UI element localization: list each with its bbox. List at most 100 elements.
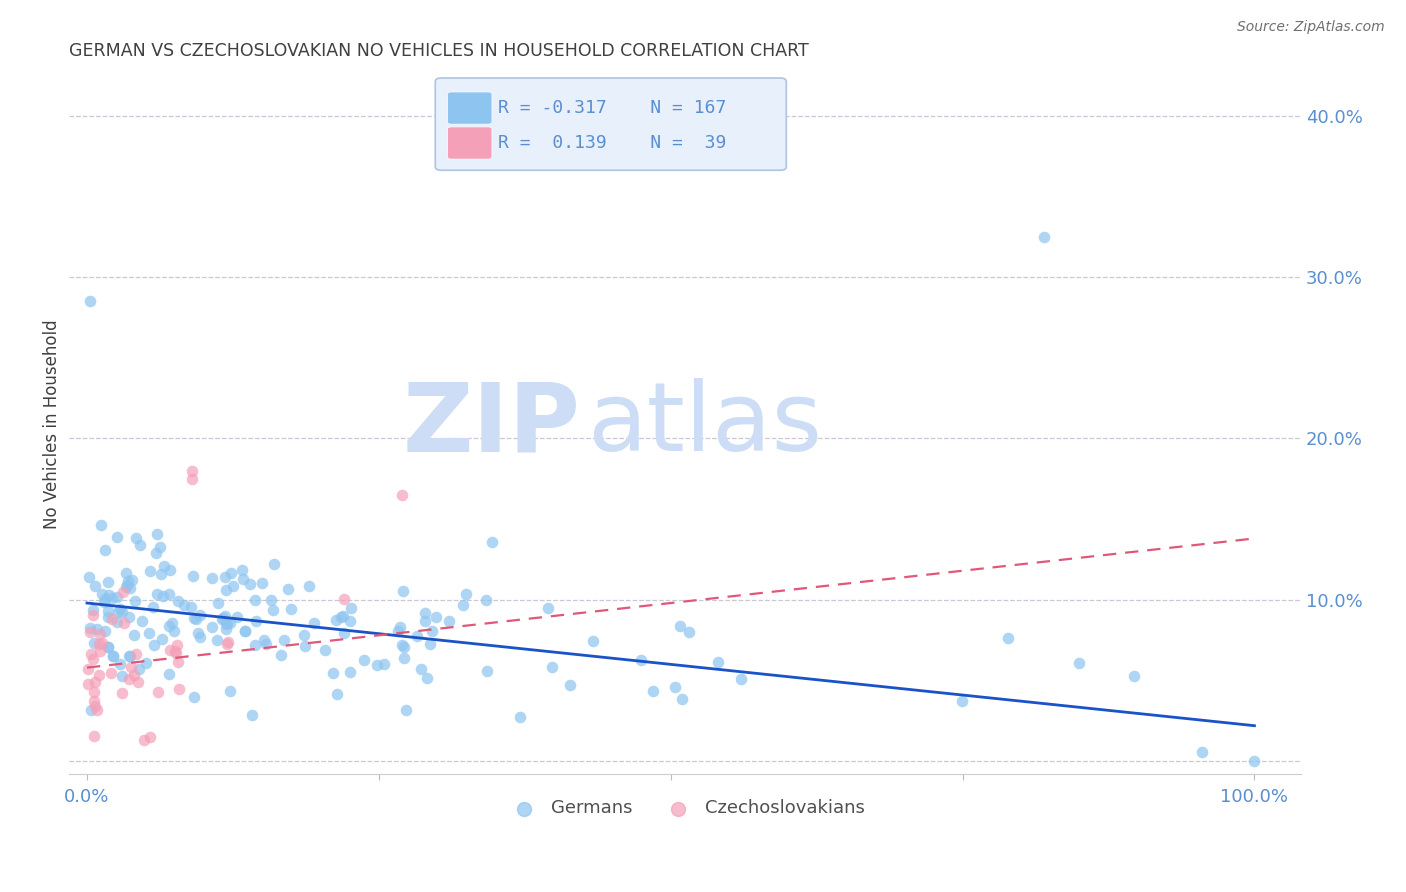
Point: [146, 684, 169, 698]
Point: [93, 542, 115, 557]
Point: [391, 488, 413, 502]
Point: [146, 526, 169, 541]
Point: [149, 567, 172, 582]
Point: [105, 590, 128, 604]
Point: [231, 563, 253, 577]
Point: [643, 684, 665, 698]
Point: [138, 625, 160, 640]
Text: R = -0.317    N = 167: R = -0.317 N = 167: [498, 99, 727, 117]
Point: [186, 612, 208, 626]
Point: [112, 584, 135, 599]
Point: [456, 587, 478, 601]
Point: [253, 632, 276, 647]
Point: [163, 624, 186, 638]
Point: [1033, 229, 1056, 244]
Point: [97, 588, 120, 602]
FancyBboxPatch shape: [436, 78, 786, 170]
Point: [541, 660, 564, 674]
Point: [339, 614, 361, 628]
Point: [110, 657, 132, 671]
Point: [159, 587, 181, 601]
Point: [79, 570, 101, 584]
Point: [83, 636, 105, 650]
Point: [233, 624, 256, 638]
Point: [389, 620, 412, 634]
Point: [83, 684, 105, 698]
Point: [730, 673, 752, 687]
Point: [211, 612, 233, 626]
Point: [243, 638, 266, 652]
Point: [406, 629, 429, 643]
FancyBboxPatch shape: [447, 127, 492, 159]
Legend: Germans, Czechoslovakians: Germans, Czechoslovakians: [499, 792, 872, 824]
Point: [207, 596, 229, 610]
Text: GERMAN VS CZECHOSLOVAKIAN NO VEHICLES IN HOUSEHOLD CORRELATION CHART: GERMAN VS CZECHOSLOVAKIAN NO VEHICLES IN…: [69, 42, 810, 60]
Point: [181, 464, 204, 478]
Point: [79, 621, 101, 635]
Point: [97, 575, 120, 590]
Point: [79, 294, 101, 309]
Point: [82, 607, 104, 622]
Point: [391, 638, 413, 652]
Point: [160, 615, 183, 630]
Point: [165, 646, 187, 660]
Point: [89, 668, 111, 682]
Point: [86, 622, 108, 636]
Point: [131, 615, 153, 629]
Point: [333, 591, 356, 606]
Point: [425, 610, 447, 624]
Point: [97, 609, 120, 624]
Point: [392, 651, 415, 665]
Point: [292, 627, 315, 641]
Point: [135, 657, 157, 671]
Point: [101, 648, 124, 663]
Point: [120, 659, 142, 673]
Point: [110, 602, 132, 616]
Point: [79, 625, 101, 640]
Point: [118, 648, 141, 663]
Point: [254, 637, 277, 651]
Point: [211, 611, 233, 625]
Point: [366, 658, 388, 673]
Point: [91, 587, 114, 601]
Point: [537, 601, 560, 615]
Point: [1069, 657, 1091, 671]
Point: [183, 690, 205, 704]
Point: [111, 605, 134, 619]
Point: [207, 633, 229, 648]
Text: Source: ZipAtlas.com: Source: ZipAtlas.com: [1237, 20, 1385, 34]
Point: [277, 582, 299, 596]
Point: [188, 608, 211, 623]
Point: [332, 609, 354, 624]
Point: [395, 703, 418, 717]
Point: [314, 642, 336, 657]
Point: [115, 566, 138, 581]
Point: [243, 592, 266, 607]
Point: [217, 637, 239, 651]
Point: [416, 672, 439, 686]
Point: [239, 577, 262, 591]
Text: atlas: atlas: [586, 378, 823, 471]
Point: [214, 622, 236, 636]
Point: [91, 636, 114, 650]
Point: [111, 669, 134, 683]
Point: [950, 694, 973, 708]
Point: [373, 657, 395, 672]
Point: [392, 640, 415, 655]
Point: [115, 580, 138, 594]
Point: [630, 653, 652, 667]
Point: [419, 637, 441, 651]
Point: [80, 647, 103, 661]
Point: [138, 730, 160, 744]
Point: [152, 558, 174, 573]
Point: [188, 631, 211, 645]
Point: [139, 564, 162, 578]
Point: [150, 632, 173, 646]
Point: [273, 632, 295, 647]
Point: [481, 535, 503, 549]
Point: [118, 672, 141, 686]
Point: [453, 598, 475, 612]
Point: [167, 682, 190, 697]
Point: [333, 626, 356, 640]
Point: [232, 573, 254, 587]
